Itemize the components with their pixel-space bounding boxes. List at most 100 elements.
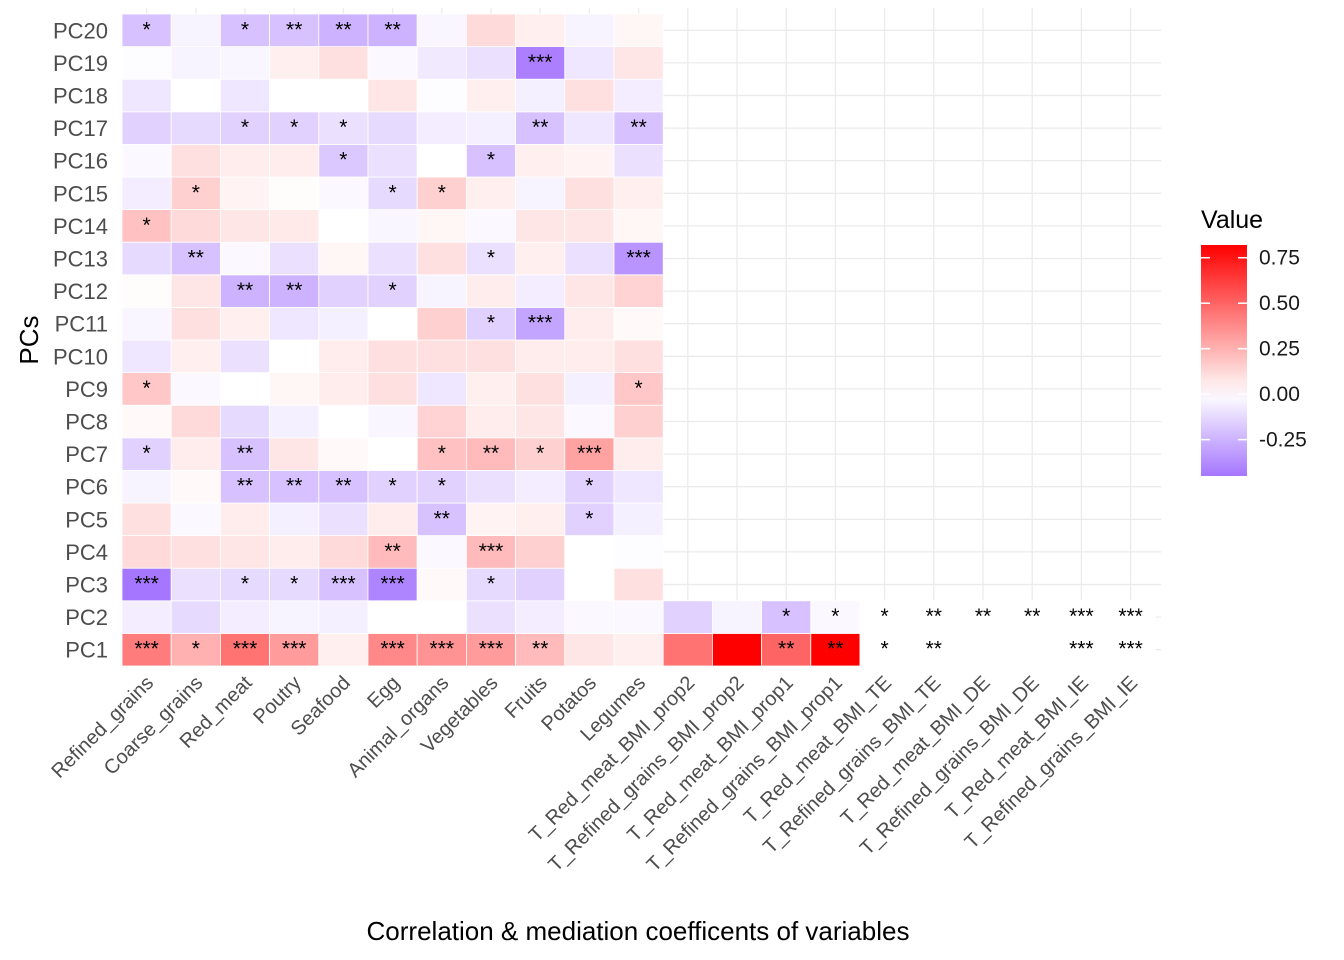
heatmap-cell bbox=[416, 143, 467, 178]
heatmap-cell bbox=[121, 535, 172, 569]
heatmap-cell bbox=[564, 209, 615, 243]
heatmap-cell bbox=[121, 274, 172, 308]
significance-label: * bbox=[438, 442, 446, 465]
heatmap-cell bbox=[170, 567, 221, 602]
heatmap-cell bbox=[219, 339, 270, 373]
heatmap-cell bbox=[515, 404, 566, 439]
heatmap-cell bbox=[416, 111, 467, 145]
heatmap-cell bbox=[613, 437, 664, 471]
heatmap-cell bbox=[564, 535, 615, 569]
significance-label: * bbox=[585, 475, 593, 498]
significance-label: * bbox=[487, 573, 495, 596]
heatmap-cell bbox=[613, 306, 664, 341]
significance-label: ** bbox=[778, 638, 794, 661]
heatmap-cell bbox=[465, 469, 516, 504]
heatmap-cell bbox=[564, 306, 615, 341]
y-tick-label: PC9 bbox=[65, 377, 108, 402]
legend-tick-label: 0.25 bbox=[1259, 338, 1300, 361]
significance-label: *** bbox=[1069, 605, 1094, 628]
heatmap-cell bbox=[269, 46, 320, 80]
heatmap-cell bbox=[515, 306, 566, 341]
heatmap-cell bbox=[613, 46, 664, 80]
heatmap-cell bbox=[465, 502, 516, 536]
significance-label: ** bbox=[630, 116, 646, 139]
significance-label: ** bbox=[188, 247, 204, 270]
heatmap-cell bbox=[219, 46, 270, 80]
significance-label: * bbox=[143, 18, 151, 41]
heatmap-cell bbox=[318, 437, 369, 471]
heatmap-cell bbox=[613, 176, 664, 210]
heatmap-cell bbox=[465, 13, 516, 47]
heatmap-cell bbox=[761, 633, 812, 667]
y-tick-label: PC15 bbox=[53, 181, 108, 206]
significance-label: * bbox=[339, 149, 347, 172]
significance-labels: *** * *** *** *** *** *** ** ** ** * ** *** **** * * ** *… bbox=[134, 18, 1143, 660]
y-tick-label: PC13 bbox=[53, 247, 108, 272]
heatmap-cell bbox=[318, 274, 369, 308]
heatmap-cell bbox=[219, 13, 270, 47]
significance-label: * bbox=[487, 312, 495, 335]
heatmap-cell bbox=[564, 600, 615, 634]
heatmap-cell bbox=[908, 600, 959, 634]
significance-label: *** bbox=[528, 51, 553, 74]
heatmap-cell bbox=[121, 241, 172, 276]
significance-label: ** bbox=[286, 475, 302, 498]
color-legend: Value 0.75 0.50 0.25 0.00 -0.25 bbox=[1201, 206, 1307, 476]
heatmap-cell bbox=[219, 274, 270, 308]
significance-label: *** bbox=[430, 638, 455, 661]
heatmap-cell bbox=[121, 437, 172, 471]
significance-label: ** bbox=[483, 442, 499, 465]
heatmap-cell bbox=[121, 143, 172, 178]
significance-label: *** bbox=[528, 312, 553, 335]
heatmap-cell bbox=[219, 306, 270, 341]
heatmap-cell bbox=[908, 633, 959, 667]
heatmap-cell bbox=[1105, 600, 1156, 634]
heatmap-cell bbox=[416, 535, 467, 569]
x-axis-title: Correlation & mediation coefficents of v… bbox=[367, 916, 910, 946]
heatmap-cell bbox=[219, 469, 270, 504]
legend-colorbar bbox=[1201, 245, 1247, 476]
significance-label: *** bbox=[233, 638, 258, 661]
y-tick-label: PC12 bbox=[53, 279, 108, 304]
heatmap-cell bbox=[859, 633, 910, 667]
heatmap-cell bbox=[367, 46, 418, 80]
significance-label: ** bbox=[532, 116, 548, 139]
heatmap-cell bbox=[170, 143, 221, 178]
heatmap-cell bbox=[712, 600, 763, 634]
heatmap-cell bbox=[269, 437, 320, 471]
heatmap-cell bbox=[564, 404, 615, 439]
significance-label: *** bbox=[577, 442, 602, 465]
heatmap-cell bbox=[318, 46, 369, 80]
y-tick-label: PC14 bbox=[53, 214, 108, 239]
significance-label: *** bbox=[282, 638, 307, 661]
heatmap-cell bbox=[269, 306, 320, 341]
significance-label: * bbox=[782, 605, 790, 628]
heatmap-cell bbox=[1105, 633, 1156, 667]
significance-label: *** bbox=[380, 573, 405, 596]
significance-label: ** bbox=[975, 605, 991, 628]
heatmap-cell bbox=[170, 111, 221, 145]
significance-label: *** bbox=[134, 638, 159, 661]
heatmap-cell bbox=[269, 535, 320, 569]
y-tick-label: PC20 bbox=[53, 18, 108, 43]
heatmap-cell bbox=[564, 502, 615, 536]
heatmap-cell bbox=[318, 535, 369, 569]
heatmap-cell bbox=[367, 241, 418, 276]
heatmap-cell bbox=[269, 372, 320, 406]
heatmap-cell bbox=[170, 600, 221, 634]
y-tick-label: PC16 bbox=[53, 149, 108, 174]
heatmap-cell bbox=[613, 567, 664, 602]
heatmap-cell bbox=[515, 274, 566, 308]
heatmap-cell bbox=[662, 600, 713, 634]
heatmap-cell bbox=[515, 437, 566, 471]
heatmap-cell bbox=[416, 633, 467, 667]
heatmap-cell bbox=[269, 209, 320, 243]
heatmap-cell bbox=[613, 469, 664, 504]
heatmap-cell bbox=[367, 535, 418, 569]
heatmap-cell bbox=[269, 274, 320, 308]
significance-label: *** bbox=[1069, 638, 1094, 661]
heatmap-cell bbox=[170, 404, 221, 439]
heatmap-cell bbox=[318, 241, 369, 276]
heatmap-cell bbox=[269, 502, 320, 536]
significance-label: ** bbox=[237, 442, 253, 465]
